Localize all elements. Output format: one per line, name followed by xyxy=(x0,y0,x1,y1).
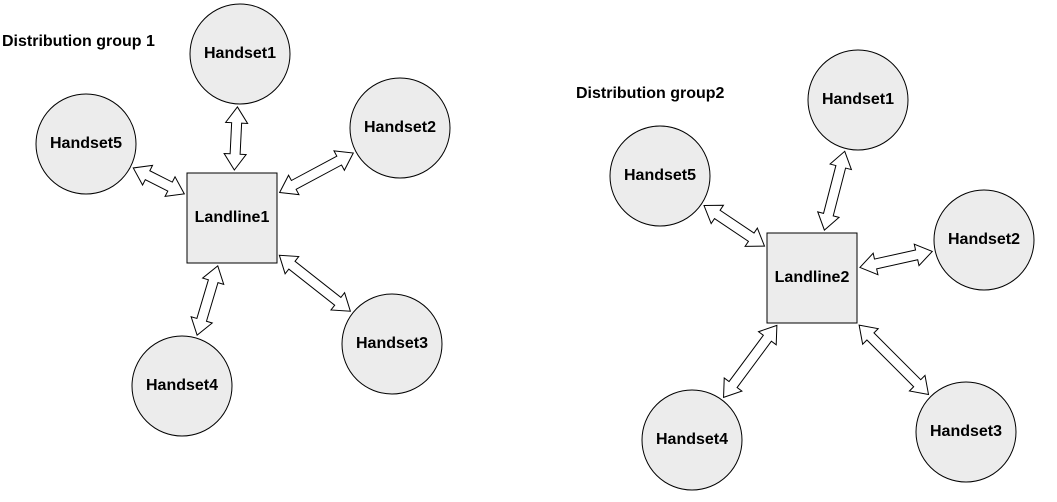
distribution-diagram: Distribution group 1 Handset1 Handset2 Hand… xyxy=(0,0,1057,502)
connection-arrow xyxy=(280,151,354,195)
handset-label: Handset3 xyxy=(356,335,428,352)
handset-label: Handset1 xyxy=(822,91,894,108)
connection-arrow xyxy=(704,205,765,246)
group-title: Distribution group2 xyxy=(576,85,725,102)
connection-arrow xyxy=(191,266,224,335)
landline-label: Landline2 xyxy=(775,269,850,286)
connection-arrow xyxy=(860,244,932,275)
handset-label: Handset2 xyxy=(948,231,1020,248)
connection-arrow xyxy=(279,255,350,311)
connection-arrow xyxy=(724,325,777,397)
connection-arrow xyxy=(224,107,248,170)
landline-label: Landline1 xyxy=(195,209,270,226)
handset-label: Handset1 xyxy=(204,45,276,62)
handset-label: Handset5 xyxy=(624,167,696,184)
handset-label: Handset5 xyxy=(50,135,122,152)
connection-arrow xyxy=(859,325,928,394)
connection-arrow xyxy=(133,165,184,196)
node-layer xyxy=(36,4,1034,490)
connection-arrow xyxy=(818,151,852,230)
text-layer: Distribution group 1 Handset1 Handset2 Hand… xyxy=(2,33,1020,448)
handset-label: Handset4 xyxy=(656,431,728,448)
handset-label: Handset2 xyxy=(364,119,436,136)
handset-label: Handset3 xyxy=(930,423,1002,440)
handset-label: Handset4 xyxy=(146,377,218,394)
group-title: Distribution group 1 xyxy=(2,33,155,50)
